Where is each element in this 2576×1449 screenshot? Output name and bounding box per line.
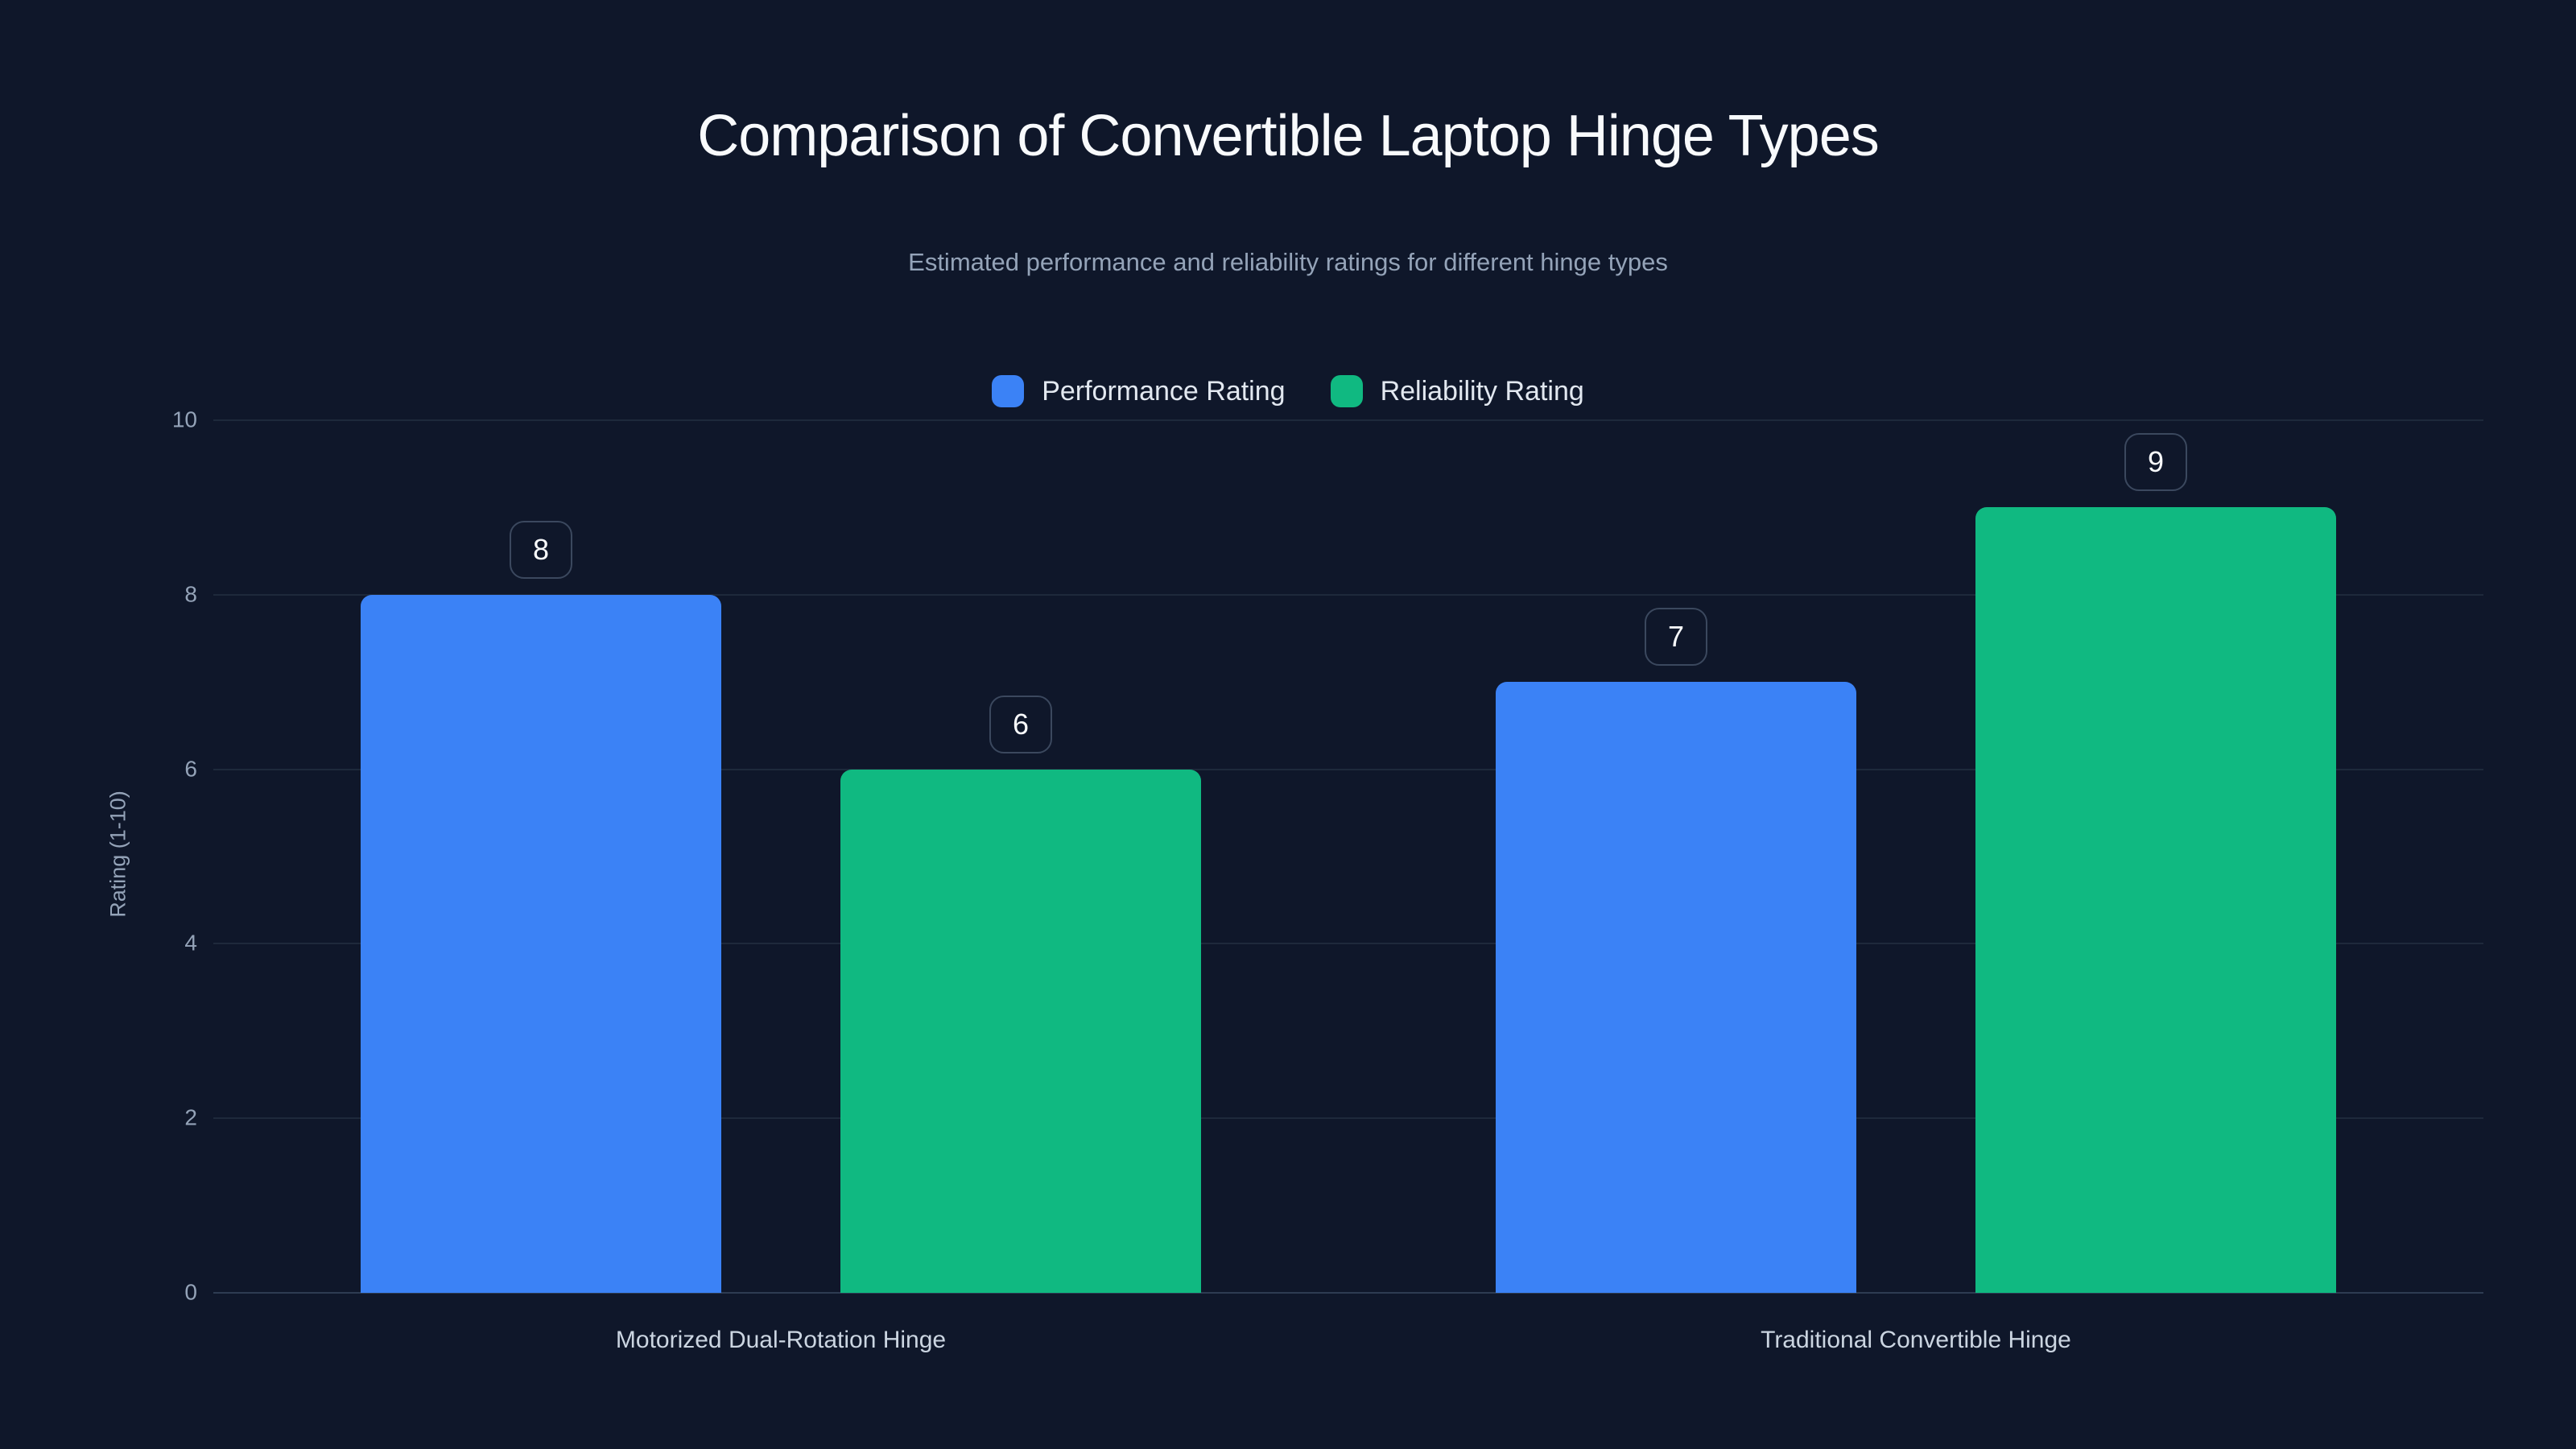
gridline — [213, 593, 2483, 596]
chart-title: Comparison of Convertible Laptop Hinge T… — [697, 104, 1880, 168]
legend-item-performance-rating[interactable]: Performance Rating — [992, 375, 1286, 407]
x-axis-baseline — [213, 1292, 2483, 1294]
y-axis-title: Rating (1-10) — [105, 791, 130, 918]
gridline — [213, 1117, 2483, 1120]
gridline — [213, 768, 2483, 770]
x-category-label: Motorized Dual-Rotation Hinge — [615, 1327, 947, 1353]
y-tick-label: 6 — [184, 755, 197, 781]
value-badge: 7 — [1645, 608, 1707, 667]
legend-label: Reliability Rating — [1380, 375, 1584, 407]
legend-label: Performance Rating — [1042, 375, 1286, 407]
legend-swatch-icon — [1330, 375, 1363, 407]
y-tick-label: 8 — [184, 581, 197, 607]
y-tick-label: 0 — [184, 1279, 197, 1305]
x-category-label: Traditional Convertible Hinge — [1761, 1327, 2071, 1353]
gridline — [213, 943, 2483, 945]
y-tick-label: 2 — [184, 1104, 197, 1130]
value-badge: 8 — [510, 520, 572, 579]
legend: Performance Rating Reliability Rating — [0, 372, 2576, 411]
y-tick-label: 10 — [171, 407, 197, 432]
value-badge: 9 — [2124, 433, 2187, 492]
bar-reliability-rating — [1975, 507, 2336, 1293]
bar-reliability-rating — [840, 769, 1201, 1293]
value-badge: 6 — [989, 695, 1052, 753]
gridline — [213, 419, 2483, 421]
bar-performance-rating — [361, 594, 721, 1293]
legend-item-reliability-rating[interactable]: Reliability Rating — [1330, 375, 1584, 407]
chart-subtitle: Estimated performance and reliability ra… — [908, 248, 1668, 276]
bar-performance-rating — [1496, 682, 1856, 1293]
legend-swatch-icon — [992, 375, 1025, 407]
y-tick-label: 4 — [184, 930, 197, 956]
